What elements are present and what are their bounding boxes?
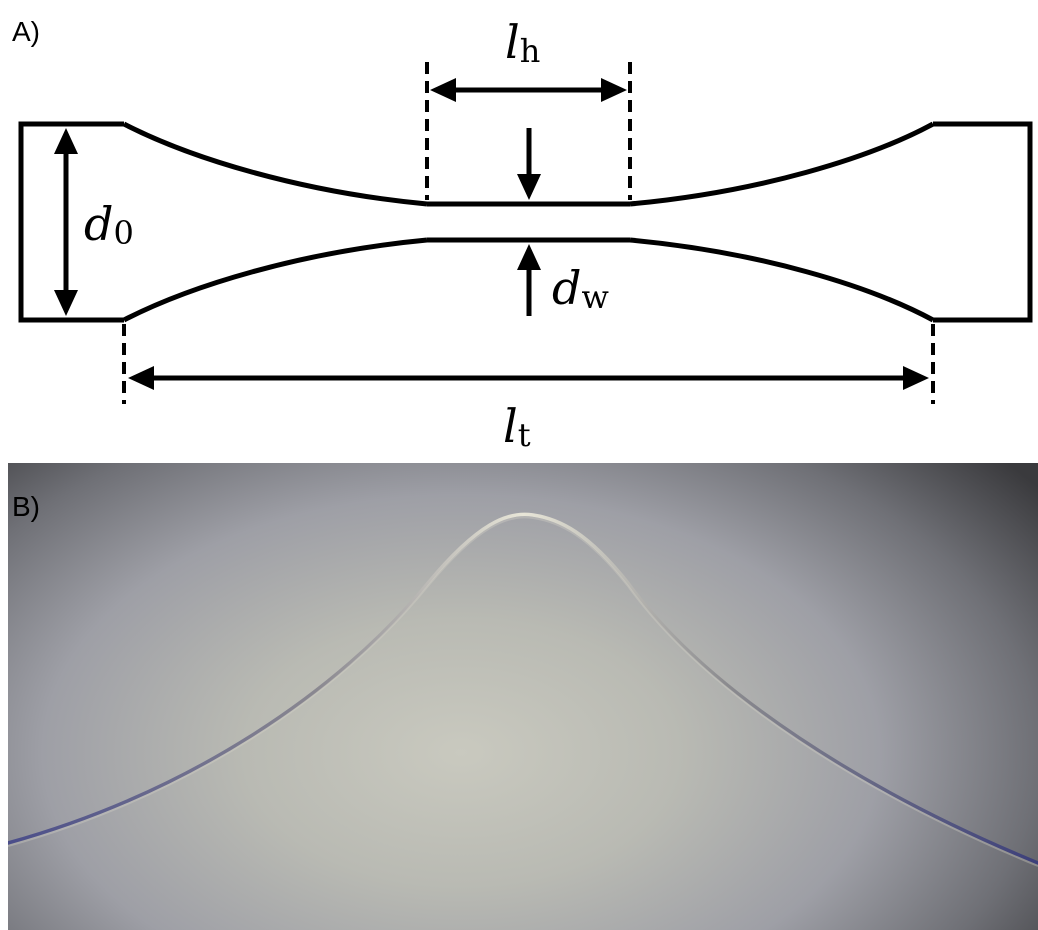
left-end-block bbox=[18, 121, 124, 323]
lh-label: lh bbox=[505, 15, 540, 70]
micrograph-panel: B) bbox=[8, 463, 1038, 930]
lh-guides bbox=[425, 62, 632, 200]
lt-guides bbox=[122, 324, 935, 404]
right-end-block bbox=[933, 121, 1033, 323]
fiber-edge-highlight bbox=[8, 516, 1038, 867]
schematic-panel: A) bbox=[0, 0, 1038, 462]
upper-taper-right bbox=[629, 121, 935, 207]
lt-dimension-arrow bbox=[128, 366, 929, 390]
dw-dimension-arrows bbox=[517, 128, 541, 316]
fiber-edge-curve bbox=[8, 512, 1038, 865]
tapered-outline bbox=[18, 121, 1033, 323]
lt-label: lt bbox=[503, 399, 531, 454]
d0-dimension-arrow bbox=[54, 128, 78, 316]
panel-a-label: A) bbox=[12, 16, 40, 47]
tapered-fiber-diagram: d0 lh dw lt bbox=[18, 15, 1033, 454]
lower-taper-left bbox=[122, 237, 428, 323]
dw-label: dw bbox=[552, 261, 609, 316]
lower-taper-right bbox=[629, 237, 935, 323]
panel-b-label: B) bbox=[12, 491, 40, 522]
lh-dimension-arrow bbox=[430, 78, 627, 102]
micrograph-image bbox=[8, 512, 1038, 867]
d0-label: d0 bbox=[84, 197, 134, 252]
upper-taper-left bbox=[122, 121, 428, 207]
